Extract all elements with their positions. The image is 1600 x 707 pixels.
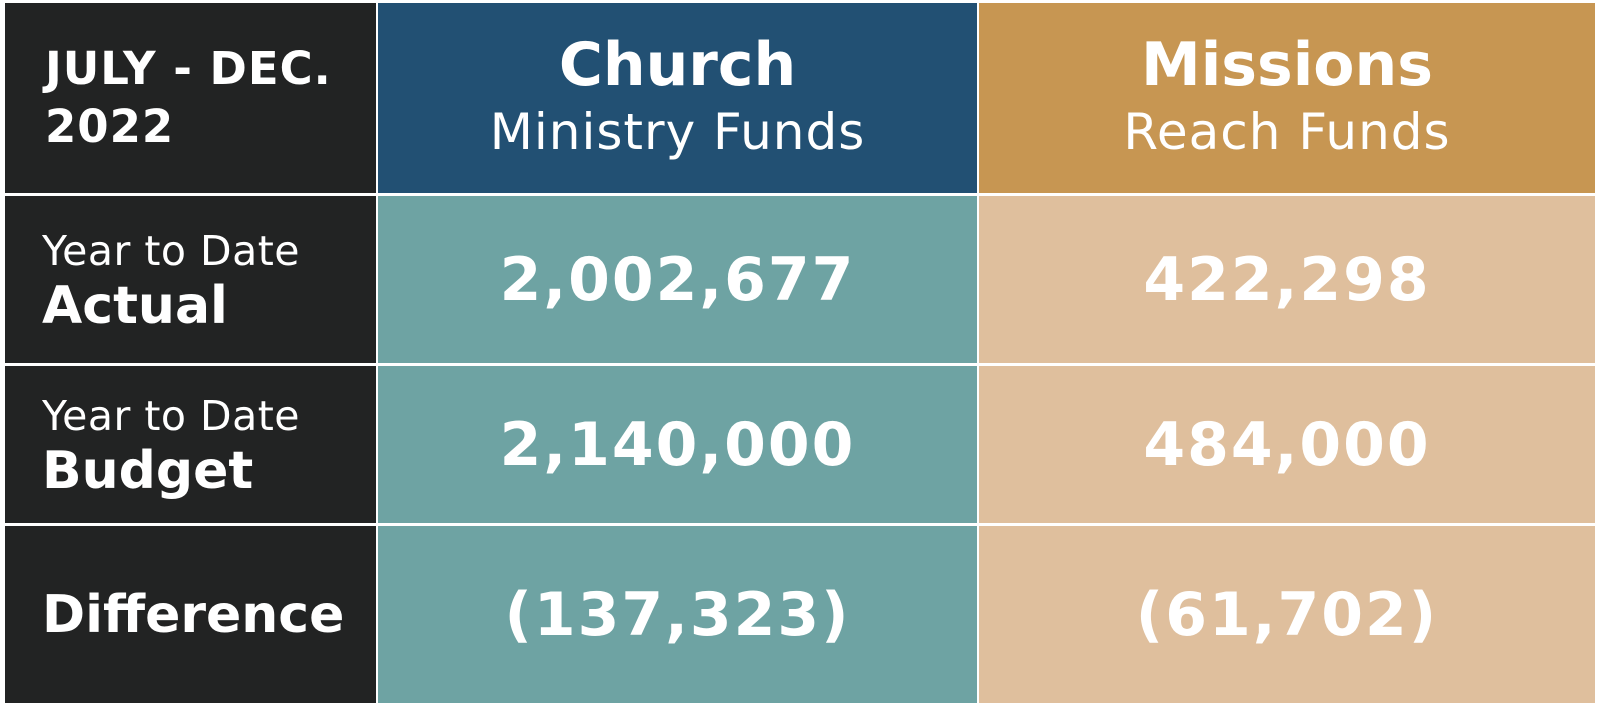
church-difference-value: (137,323) [378,526,977,703]
church-budget-value: 2,140,000 [378,366,977,523]
row-label-light: Year to Date [42,226,301,275]
missions-title: Missions [1141,30,1433,100]
row-label-bold: Difference [42,584,345,645]
period-line-2: 2022 [45,100,175,153]
period-header-cell: JULY - DEC. 2022 [5,3,376,193]
missions-budget-value: 484,000 [979,366,1595,523]
period-line-1: JULY - DEC. [45,42,332,95]
row-label-budget: Year to Date Budget [5,366,376,523]
church-title: Church [558,30,797,100]
row-label-light: Year to Date [42,391,301,440]
row-label-difference: Difference [5,526,376,703]
church-subtitle: Ministry Funds [489,103,866,161]
church-actual-value: 2,002,677 [378,196,977,363]
row-label-bold: Actual [42,275,228,336]
row-label-actual: Year to Date Actual [5,196,376,363]
missions-actual-value: 422,298 [979,196,1595,363]
row-label-bold: Budget [42,440,254,501]
missions-difference-value: (61,702) [979,526,1595,703]
church-header-cell: Church Ministry Funds [378,3,977,193]
missions-header-cell: Missions Reach Funds [979,3,1595,193]
missions-subtitle: Reach Funds [1123,103,1451,161]
